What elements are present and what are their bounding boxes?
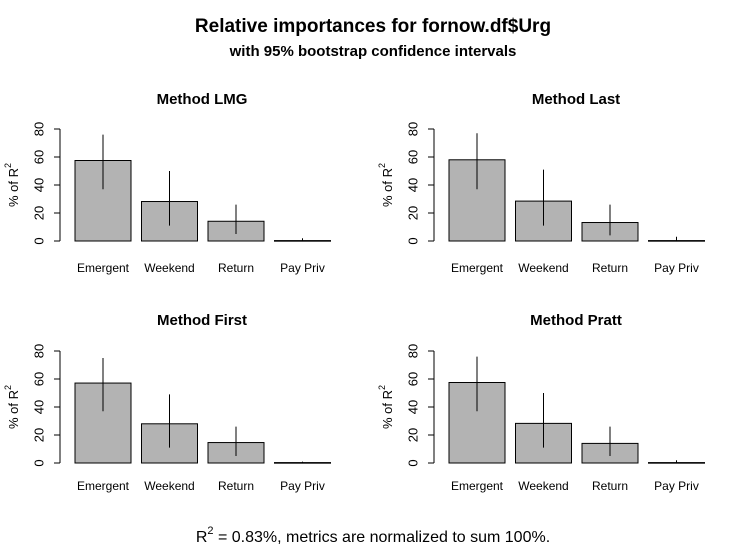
y-tick-label: 0 [32, 459, 47, 466]
y-tick-label: 40 [32, 400, 47, 414]
category-label: Pay Priv [280, 261, 325, 275]
y-tick-label: 40 [32, 178, 47, 192]
category-label: Pay Priv [654, 479, 699, 493]
category-label: Return [592, 261, 628, 275]
y-tick-label: 40 [406, 178, 421, 192]
category-label: Pay Priv [654, 261, 699, 275]
category-label: Return [218, 261, 254, 275]
category-label: Weekend [144, 261, 194, 275]
panel-title: Method Pratt [530, 312, 622, 329]
panel-2: Method First 0 20 40 60 80 % of R2 Emergent Week… [3, 312, 331, 493]
category-label: Pay Priv [280, 479, 325, 493]
panel-title: Method Last [532, 91, 620, 108]
category-label: Weekend [518, 479, 568, 493]
panel-1: Method Last 0 20 40 60 80 % of R2 Emergent Weeke… [377, 91, 705, 275]
y-tick-label: 0 [406, 237, 421, 244]
y-tick-label: 60 [406, 150, 421, 164]
y-axis-label: % of R2 [377, 163, 395, 207]
y-tick-label: 20 [406, 206, 421, 220]
y-tick-label: 0 [32, 237, 47, 244]
figure-footnote: R2 = 0.83%, metrics are normalized to su… [196, 525, 550, 546]
y-axis-label: % of R2 [3, 163, 21, 207]
y-tick-label: 20 [32, 428, 47, 442]
footnote-r-sup: 2 [207, 525, 213, 537]
y-tick-label: 60 [32, 150, 47, 164]
figure-subtitle: with 95% bootstrap confidence intervals [229, 43, 517, 60]
y-tick-label: 80 [406, 122, 421, 136]
category-label: Emergent [451, 261, 504, 275]
category-label: Weekend [518, 261, 568, 275]
category-label: Emergent [77, 261, 130, 275]
y-tick-label: 80 [406, 344, 421, 358]
y-axis-label: % of R2 [377, 385, 395, 429]
panel-3: Method Pratt 0 20 40 60 80 % of R2 Emergent Week… [377, 312, 705, 493]
panel-0: Method LMG 0 20 40 60 80 % of R2 Emergent Weeken… [3, 91, 331, 275]
category-label: Weekend [144, 479, 194, 493]
panels: Method LMG 0 20 40 60 80 % of R2 Emergent Weeken… [3, 91, 705, 493]
footnote-r: R [196, 529, 208, 546]
footnote-text: = 0.83%, metrics are normalized to sum 1… [214, 529, 551, 546]
y-tick-label: 20 [406, 428, 421, 442]
y-tick-label: 60 [32, 372, 47, 386]
category-label: Return [592, 479, 628, 493]
figure-title: Relative importances for fornow.df$Urg [195, 16, 551, 37]
y-tick-label: 0 [406, 459, 421, 466]
y-tick-label: 40 [406, 400, 421, 414]
category-label: Emergent [451, 479, 504, 493]
y-tick-label: 60 [406, 372, 421, 386]
y-tick-label: 80 [32, 344, 47, 358]
panel-title: Method First [157, 312, 247, 329]
y-tick-label: 80 [32, 122, 47, 136]
y-tick-label: 20 [32, 206, 47, 220]
category-label: Emergent [77, 479, 130, 493]
panel-title: Method LMG [157, 91, 248, 108]
y-axis-label: % of R2 [3, 385, 21, 429]
category-label: Return [218, 479, 254, 493]
